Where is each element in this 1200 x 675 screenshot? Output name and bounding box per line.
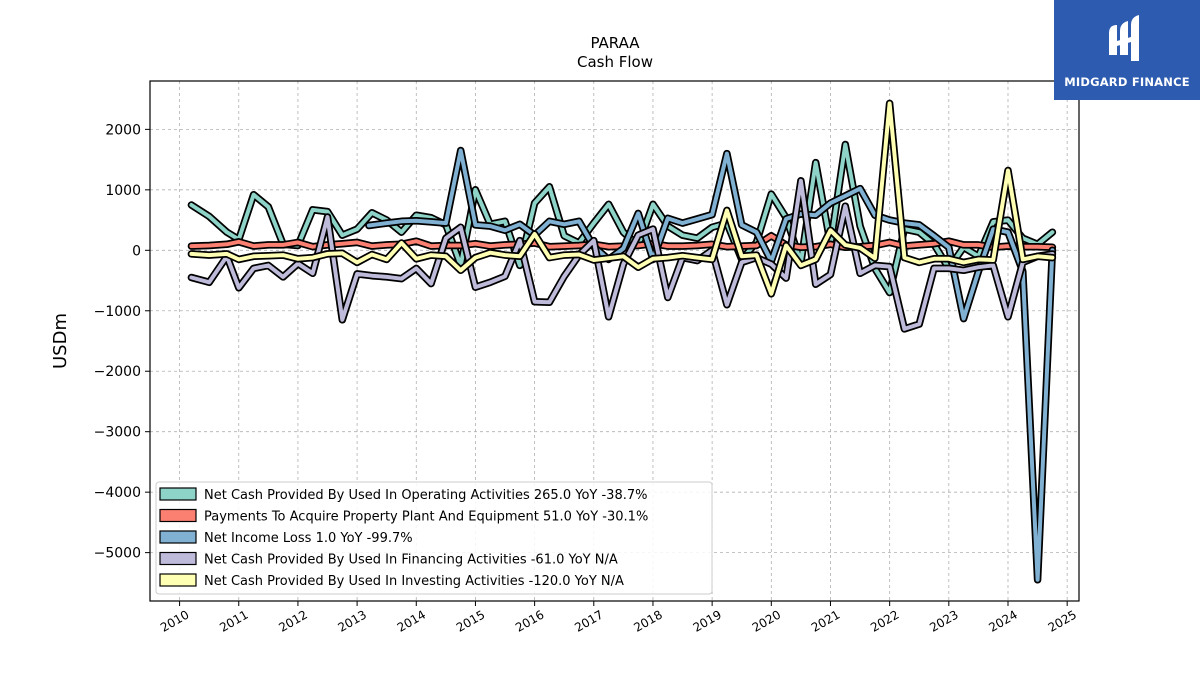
x-tick-label: 2010 — [158, 607, 191, 634]
y-axis-label: USDm — [50, 313, 71, 369]
x-tick-label: 2025 — [1046, 607, 1079, 634]
legend-label-1: Net Cash Provided By Used In Operating A… — [204, 488, 647, 503]
series-lines — [187, 99, 1057, 584]
chart-subtitle: Cash Flow — [577, 53, 653, 71]
series-line-1 — [189, 142, 1055, 295]
x-tick-label: 2020 — [750, 607, 783, 634]
legend-box — [155, 481, 713, 595]
x-tick-label: 2022 — [868, 607, 901, 634]
plot-frame — [149, 80, 1080, 602]
logo-mark-icon — [1103, 11, 1151, 71]
y-axis-ticks: −5000 −4000 −3000 −2000 −1000 0 1000 2000 — [94, 122, 150, 562]
y-tick-label: 0 — [132, 243, 141, 259]
chart-title: PARAA — [590, 34, 640, 52]
legend-swatch-4 — [159, 551, 197, 566]
grid — [150, 81, 1079, 601]
x-tick-label: 2013 — [336, 607, 369, 634]
legend-swatch-5 — [159, 573, 197, 587]
legend-label-5: Net Cash Provided By Used In Investing A… — [204, 574, 624, 589]
series-line-3 — [366, 148, 1055, 582]
midgard-finance-logo: MIDGARD FINANCE — [1054, 0, 1200, 100]
legend-label-2: Payments To Acquire Property Plant And E… — [204, 510, 648, 525]
y-tick-label: −3000 — [94, 425, 141, 441]
legend-swatch-1 — [159, 487, 197, 501]
x-tick-label: 2018 — [631, 607, 664, 634]
legend-swatch-3 — [159, 530, 197, 544]
x-tick-label: 2015 — [454, 607, 487, 634]
y-tick-label: −5000 — [94, 546, 141, 562]
series-line-4 — [189, 178, 1055, 331]
y-tick-label: −4000 — [94, 485, 141, 501]
y-tick-label: 2000 — [105, 122, 141, 138]
series-line-5 — [189, 101, 1055, 296]
legend-swatch-2 — [159, 508, 197, 523]
x-tick-label: 2024 — [986, 607, 1019, 634]
logo-text: MIDGARD FINANCE — [1064, 75, 1190, 89]
x-tick-label: 2016 — [513, 607, 546, 634]
legend-label-3: Net Income Loss 1.0 YoY -99.7% — [204, 531, 413, 546]
y-tick-label: 1000 — [105, 183, 141, 199]
x-axis-ticks: 2010 2011 2012 2013 2014 2015 2016 2017 2018 2019… — [158, 601, 1079, 635]
x-tick-label: 2021 — [809, 607, 842, 634]
x-tick-label: 2014 — [395, 607, 428, 634]
x-tick-label: 2012 — [276, 607, 309, 634]
x-tick-label: 2023 — [927, 607, 960, 634]
legend: Net Cash Provided By Used In Operating A… — [155, 481, 713, 595]
y-tick-label: −1000 — [94, 304, 141, 320]
x-tick-label: 2011 — [217, 607, 250, 634]
x-tick-label: 2019 — [691, 607, 724, 634]
x-tick-label: 2017 — [572, 607, 605, 634]
legend-label-4: Net Cash Provided By Used In Financing A… — [204, 553, 618, 568]
y-tick-label: −2000 — [94, 364, 141, 380]
